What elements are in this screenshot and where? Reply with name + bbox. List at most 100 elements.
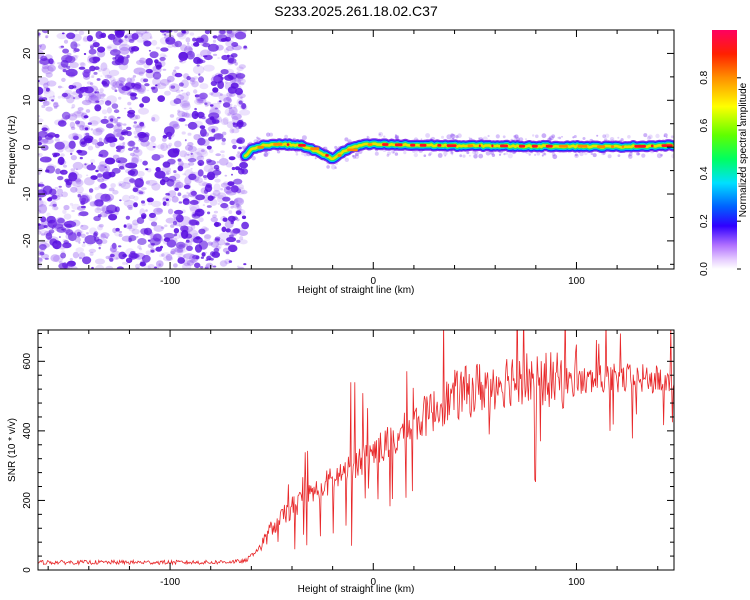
noise-speckle — [206, 255, 212, 261]
noise-speckle — [91, 162, 93, 165]
noise-speckle — [227, 57, 237, 64]
noise-speckle — [105, 168, 109, 172]
noise-speckle — [157, 95, 165, 102]
signal-peak — [298, 144, 306, 147]
noise-speckle — [108, 115, 115, 121]
noise-speckle — [152, 146, 156, 148]
noise-speckle — [43, 82, 49, 89]
noise-speckle — [96, 91, 100, 94]
noise-speckle — [47, 197, 53, 202]
noise-speckle — [71, 266, 78, 269]
noise-speckle — [128, 228, 136, 232]
noise-speckle — [133, 205, 137, 208]
noise-speckle — [119, 83, 123, 87]
halo-speckle — [551, 152, 556, 157]
colorbar-tick-label: 0.0 — [699, 262, 710, 276]
noise-speckle — [133, 202, 138, 208]
noise-speckle — [95, 127, 105, 133]
noise-speckle — [111, 85, 117, 91]
y-tick-label: 0 — [22, 144, 33, 150]
noise-speckle — [104, 166, 107, 168]
noise-speckle — [228, 91, 233, 94]
noise-speckle — [72, 111, 84, 118]
noise-speckle — [180, 243, 189, 248]
noise-speckle — [175, 241, 186, 249]
noise-speckle — [226, 96, 231, 102]
noise-speckle — [146, 89, 150, 92]
noise-speckle — [116, 145, 125, 154]
noise-speckle — [197, 137, 206, 146]
noise-speckle — [160, 47, 169, 52]
noise-speckle — [41, 65, 54, 75]
noise-speckle — [175, 214, 184, 223]
noise-speckle — [234, 31, 247, 40]
noise-speckle — [77, 150, 88, 156]
noise-speckle — [119, 165, 125, 170]
noise-speckle — [127, 170, 136, 176]
noise-speckle — [154, 61, 162, 68]
noise-speckle — [162, 239, 174, 245]
noise-speckle — [200, 128, 207, 137]
halo-speckle — [443, 151, 448, 156]
noise-speckle — [68, 172, 77, 181]
noise-speckle — [45, 72, 53, 78]
noise-speckle — [97, 201, 104, 208]
noise-speckle — [80, 194, 91, 204]
spectrogram-ylabel: Frequency (Hz) — [7, 116, 18, 185]
noise-speckle — [128, 107, 132, 110]
noise-speckle — [96, 238, 103, 245]
halo-speckle — [641, 153, 646, 158]
halo-speckle — [314, 157, 317, 160]
noise-speckle — [189, 258, 196, 264]
halo-speckle — [395, 135, 400, 140]
noise-speckle — [115, 227, 120, 232]
noise-speckle — [202, 204, 206, 207]
halo-speckle — [256, 136, 259, 139]
noise-speckle — [82, 241, 86, 244]
noise-speckle — [236, 204, 242, 210]
colorbar-tick-label: 0.6 — [699, 118, 710, 132]
noise-speckle — [101, 151, 108, 157]
noise-speckle — [97, 164, 106, 172]
noise-speckle — [202, 175, 208, 178]
noise-speckle — [73, 135, 79, 140]
noise-speckle — [234, 30, 244, 37]
noise-speckle — [232, 216, 238, 221]
noise-speckle — [186, 47, 193, 52]
noise-speckle — [127, 140, 136, 147]
noise-speckle — [161, 253, 165, 257]
noise-speckle — [189, 32, 195, 36]
noise-speckle — [150, 249, 155, 253]
noise-speckle — [213, 164, 220, 170]
noise-speckle — [230, 110, 236, 114]
halo-speckle — [495, 134, 500, 139]
noise-speckle — [40, 43, 46, 51]
noise-speckle — [189, 206, 198, 214]
noise-speckle — [130, 50, 134, 54]
noise-speckle — [195, 255, 200, 260]
noise-speckle — [235, 210, 242, 216]
noise-speckle — [122, 162, 131, 168]
noise-speckle — [153, 207, 164, 215]
signal-peak — [310, 147, 320, 151]
noise-speckle — [184, 139, 187, 142]
noise-speckle — [45, 169, 50, 173]
noise-speckle — [100, 233, 107, 240]
noise-speckle — [83, 115, 89, 119]
noise-speckle — [88, 48, 97, 55]
noise-speckle — [236, 265, 240, 268]
noise-speckle — [53, 243, 57, 246]
noise-speckle — [111, 167, 121, 174]
noise-speckle — [79, 156, 83, 160]
noise-speckle — [173, 247, 184, 256]
noise-speckle — [115, 145, 123, 150]
noise-speckle — [185, 111, 189, 114]
noise-speckle — [51, 194, 58, 200]
noise-speckle — [99, 211, 108, 218]
noise-speckle — [109, 115, 116, 123]
noise-speckle — [127, 101, 132, 106]
noise-speckle — [92, 199, 102, 207]
noise-speckle — [238, 146, 242, 150]
noise-speckle — [179, 100, 191, 109]
x-tick-label: -100 — [160, 276, 180, 287]
